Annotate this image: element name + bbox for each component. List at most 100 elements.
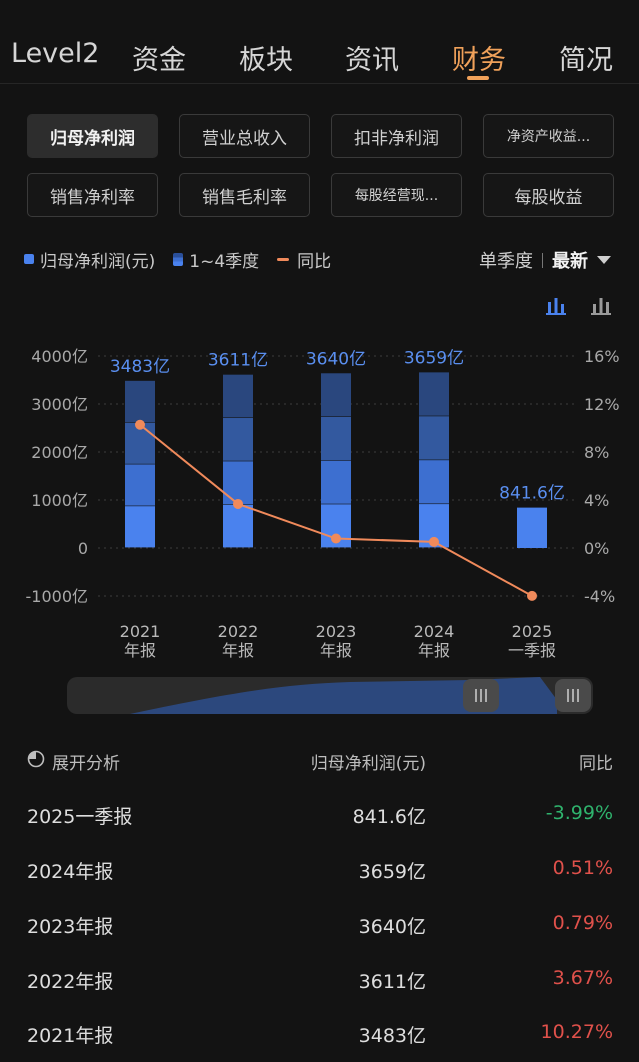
table-row[interactable]: 2022年报 3611亿 3.67%	[0, 963, 639, 1017]
chart-range-scroller[interactable]	[67, 677, 593, 714]
bar-value-label: 3659亿	[404, 348, 464, 368]
period-selection[interactable]: 最新	[552, 251, 588, 272]
chart-yoy-line	[135, 419, 537, 601]
bar-segment	[321, 460, 351, 504]
top-tab-bar: Level2 资金 板块 资讯 财务 简况	[0, 0, 639, 84]
metric-net-profit-button[interactable]: 归母净利润	[27, 114, 158, 158]
bar-value-label: 3640亿	[306, 349, 366, 369]
chevron-down-icon[interactable]	[597, 256, 611, 264]
x-tick-label: 一季报	[508, 641, 556, 660]
yoy-point	[429, 536, 439, 547]
row-net-profit: 3483亿	[358, 1025, 426, 1047]
metric-net-margin-button[interactable]: 销售净利率	[27, 173, 158, 217]
bar-segment	[517, 507, 547, 548]
active-tab-indicator	[467, 76, 489, 80]
y-left-tick-label: -1000亿	[26, 587, 89, 606]
bar-segment	[223, 504, 253, 548]
bar-segment	[321, 373, 351, 417]
table-row[interactable]: 2021年报 3483亿 10.27%	[0, 1017, 639, 1062]
metric-roe-button[interactable]: 净资产收益...	[483, 114, 614, 158]
legend-net-profit[interactable]: 归母净利润(元)	[24, 247, 155, 272]
y-right-tick-label: 4%	[584, 491, 609, 510]
expand-analysis-link[interactable]: 展开分析	[52, 754, 120, 774]
chart-bars	[125, 372, 547, 548]
tab-sector[interactable]: 板块	[239, 45, 293, 76]
metric-operating-cashflow-button[interactable]: 每股经营现...	[331, 173, 462, 217]
row-net-profit: 841.6亿	[352, 806, 426, 828]
legend-yoy[interactable]: 同比	[277, 247, 331, 272]
bar-segment	[419, 460, 449, 504]
y-right-tick-label: 0%	[584, 539, 609, 558]
y-right-tick-label: 8%	[584, 443, 609, 462]
y-left-tick-label: 0	[78, 539, 88, 558]
row-period: 2022年报	[27, 971, 114, 993]
row-yoy: -3.99%	[545, 802, 613, 824]
metric-total-revenue-button[interactable]: 营业总收入	[179, 114, 310, 158]
legend-quarters-label: 1~4季度	[189, 251, 260, 272]
bar-segment	[223, 374, 253, 418]
period-mode[interactable]: 单季度	[479, 251, 533, 272]
row-net-profit: 3640亿	[358, 916, 426, 938]
x-tick-label: 年报	[222, 641, 254, 660]
bar-segment	[321, 416, 351, 461]
row-period: 2024年报	[27, 861, 114, 883]
analysis-table-header: 展开分析 归母净利润(元) 同比	[0, 744, 639, 778]
stacked-bar-chart-icon[interactable]	[545, 296, 567, 316]
y-left-tick-label: 1000亿	[31, 491, 88, 510]
tab-profile[interactable]: 简况	[559, 45, 613, 76]
tab-finance[interactable]: 财务	[452, 45, 506, 76]
bar-segment	[223, 418, 253, 461]
chart-grid: 4000亿 3000亿 2000亿 1000亿 0 -1000亿 16% 12% 8% 4% 0% -…	[26, 347, 620, 606]
tab-level2[interactable]: Level2	[11, 38, 100, 69]
y-left-tick-label: 3000亿	[31, 395, 88, 414]
row-period: 2021年报	[27, 1025, 114, 1047]
pie-chart-icon[interactable]	[27, 750, 45, 768]
bar-chart-icon[interactable]	[590, 296, 612, 316]
bar-value-label: 3483亿	[110, 357, 170, 377]
x-tick-label: 2023	[316, 622, 357, 641]
x-tick-label: 2025	[512, 622, 553, 641]
bar-segment	[125, 380, 155, 423]
table-row[interactable]: 2024年报 3659亿 0.51%	[0, 853, 639, 907]
row-yoy: 0.51%	[552, 857, 613, 879]
bar-value-label: 3611亿	[208, 351, 268, 371]
tab-capital[interactable]: 资金	[132, 45, 186, 76]
row-yoy: 3.67%	[552, 967, 613, 989]
yoy-swatch	[277, 257, 290, 261]
metric-gross-margin-button[interactable]: 销售毛利率	[179, 173, 310, 217]
period-selector[interactable]: 单季度 最新	[479, 247, 611, 273]
x-tick-label: 年报	[320, 641, 352, 660]
legend-yoy-label: 同比	[297, 251, 332, 272]
period-separator	[542, 252, 543, 268]
bar-segment	[125, 506, 155, 548]
y-left-tick-label: 4000亿	[31, 347, 88, 366]
bar-segment	[125, 464, 155, 506]
row-yoy: 10.27%	[540, 1021, 613, 1043]
bar-segment	[419, 372, 449, 416]
x-tick-label: 年报	[124, 641, 156, 660]
net-profit-column-header: 归母净利润(元)	[310, 754, 426, 774]
table-row[interactable]: 2023年报 3640亿 0.79%	[0, 908, 639, 962]
yoy-point	[331, 533, 341, 544]
chart-labels: 3483亿2021年报3611亿2022年报3640亿2023年报3659亿20…	[110, 348, 565, 660]
yoy-point	[233, 498, 243, 509]
x-tick-label: 年报	[418, 641, 450, 660]
chart-legend: 归母净利润(元) 1~4季度 同比	[24, 247, 349, 272]
x-tick-label: 2022	[218, 622, 259, 641]
row-net-profit: 3611亿	[358, 971, 426, 993]
net-profit-swatch	[24, 254, 34, 264]
legend-net-profit-label: 归母净利润(元)	[40, 251, 156, 272]
yoy-point	[527, 590, 537, 601]
row-net-profit: 3659亿	[358, 861, 426, 883]
tab-news[interactable]: 资讯	[345, 45, 399, 76]
table-row[interactable]: 2025一季报 841.6亿 -3.99%	[0, 798, 639, 852]
row-yoy: 0.79%	[552, 912, 613, 934]
row-period: 2023年报	[27, 916, 114, 938]
legend-quarters[interactable]: 1~4季度	[173, 247, 259, 272]
y-left-tick-label: 2000亿	[31, 443, 88, 462]
y-right-tick-label: -4%	[584, 587, 615, 606]
row-period: 2025一季报	[27, 806, 133, 828]
bar-segment	[419, 416, 449, 460]
metric-eps-button[interactable]: 每股收益	[483, 173, 614, 217]
metric-deducted-net-profit-button[interactable]: 扣非净利润	[331, 114, 462, 158]
